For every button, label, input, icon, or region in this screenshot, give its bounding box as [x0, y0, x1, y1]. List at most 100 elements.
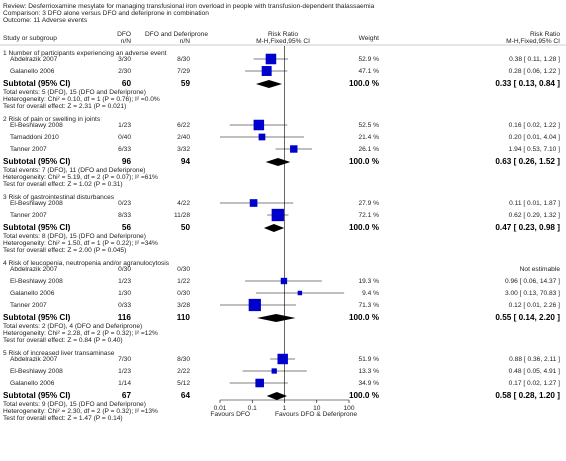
column-header: DFO and Deferiprone: [145, 31, 208, 38]
risk-ratio: 0.28 [ 0.06, 1.22 ]: [509, 68, 560, 75]
weight: 27.9 %: [358, 200, 379, 207]
subtotal-dfo: 96: [122, 157, 132, 166]
study-name: Tanner 2007: [10, 212, 47, 219]
subtotal-label: Subtotal (95% CI): [3, 391, 71, 400]
weight: 71.3 %: [358, 302, 379, 309]
dfp-events: 8/30: [177, 356, 190, 363]
dfo-events: 7/30: [118, 356, 131, 363]
group-title: 3 Risk of gastrointestinal disturbances: [3, 194, 115, 201]
dfp-events: 2/22: [177, 368, 190, 375]
x-tick-label: 0.01: [214, 405, 227, 412]
weight: 13.3 %: [358, 368, 379, 375]
risk-ratio: 0.17 [ 0.02, 1.27 ]: [509, 380, 560, 387]
column-header: DFO: [117, 31, 131, 38]
subtotal-ratio: 0.47 [ 0.23, 0.98 ]: [495, 223, 560, 232]
weight: 9.4 %: [362, 290, 379, 297]
favours-right: Favours DFO & Deferiprone: [275, 411, 357, 418]
x-tick-label: 1: [283, 405, 287, 412]
risk-ratio: 0.20 [ 0.01, 4.04 ]: [509, 134, 560, 141]
subtotal-weight: 100.0 %: [349, 223, 380, 232]
x-tick-label: 10: [313, 405, 321, 412]
weight: 47.1 %: [358, 68, 379, 75]
subtotal-weight: 100.0 %: [349, 391, 380, 400]
study-square: [253, 119, 265, 131]
column-header: M-H,Fixed,95% CI: [256, 38, 310, 45]
subtotal-dfp: 94: [181, 157, 191, 166]
column-header: M-H,Fixed,95% CI: [506, 38, 560, 45]
study-square: [261, 66, 272, 76]
weight: 19.3 %: [358, 278, 379, 285]
dfo-events: 1/30: [118, 290, 131, 297]
risk-ratio: 0.96 [ 0.06, 14.37 ]: [505, 278, 560, 285]
study-name: El-Beshlawy 2008: [10, 278, 63, 285]
study-name: Tamaddoni 2010: [10, 134, 59, 141]
weight: 51.9 %: [358, 356, 379, 363]
dfo-events: 1/14: [118, 380, 131, 387]
dfp-events: 7/29: [177, 68, 190, 75]
subtotal-dfo: 116: [118, 313, 132, 322]
subtotal-label: Subtotal (95% CI): [3, 157, 71, 166]
subtotal-dfp: 64: [181, 391, 191, 400]
study-square: [297, 290, 303, 296]
heterogeneity: Heterogeneity: Chi² = 5.19, df = 2 (P = …: [3, 174, 158, 181]
dfp-events: 3/32: [177, 146, 190, 153]
study-square: [258, 133, 266, 141]
weight: 72.1 %: [358, 212, 379, 219]
subtotal-dfp: 59: [181, 79, 191, 88]
study-square: [271, 208, 284, 222]
group-title: 4 Risk of leucopenia, neutropenia and/or…: [3, 260, 170, 267]
overall-effect: Test for overall effect: Z = 1.47 (P = 0…: [3, 415, 123, 422]
weight: 26.1 %: [358, 146, 379, 153]
study-name: El-Beshlawy 2008: [10, 200, 63, 207]
x-tick-label: 100: [343, 405, 354, 412]
overall-effect: Test for overall effect: Z = 2.31 (P = 0…: [3, 103, 126, 110]
dfo-events: 0/23: [118, 200, 131, 207]
study-square: [255, 378, 264, 388]
subtotal-label: Subtotal (95% CI): [3, 223, 71, 232]
dfo-events: 1/23: [118, 368, 131, 375]
subtotal-ratio: 0.55 [ 0.14, 2.20 ]: [495, 313, 560, 322]
dfp-events: 8/30: [177, 56, 190, 63]
group-title: 5 Risk of increased liver transaminase: [3, 350, 115, 357]
subtotal-label: Subtotal (95% CI): [3, 79, 71, 88]
overall-effect: Test for overall effect: Z = 0.84 (P = 0…: [3, 337, 123, 344]
total-events: Total events: 5 (DFO), 15 (DFO and Defer…: [3, 89, 146, 96]
risk-ratio: Not estimable: [520, 266, 561, 273]
overall-effect: Test for overall effect: Z = 1.02 (P = 0…: [3, 181, 123, 188]
risk-ratio: 1.94 [ 0.53, 7.10 ]: [509, 146, 560, 153]
heterogeneity: Heterogeneity: Chi² = 1.50, df = 1 (P = …: [3, 240, 158, 247]
dfp-events: 5/12: [177, 380, 190, 387]
study-name: Abdelrazik 2007: [10, 356, 58, 363]
weight: 52.5 %: [358, 122, 379, 129]
subtotal-dfo: 60: [122, 79, 132, 88]
heterogeneity: Heterogeneity: Chi² = 0.10, df = 1 (P = …: [3, 96, 160, 103]
comparison: Comparison: 3 DFO alone versus DFO and d…: [3, 10, 209, 17]
study-square: [248, 298, 261, 312]
risk-ratio: 3.00 [ 0.13, 70.83 ]: [505, 290, 560, 297]
dfo-events: 0/30: [118, 266, 131, 273]
dfo-events: 1/23: [118, 122, 131, 129]
study-name: Galanello 2006: [10, 290, 55, 297]
column-header: n/N: [180, 38, 190, 45]
dfo-events: 6/33: [118, 146, 131, 153]
heterogeneity: Heterogeneity: Chi² = 2.30, df = 2 (P = …: [3, 408, 158, 415]
dfp-events: 2/40: [177, 134, 190, 141]
subtotal-dfo: 56: [122, 223, 132, 232]
heterogeneity: Heterogeneity: Chi² = 2.28, df = 2 (P = …: [3, 330, 158, 337]
column-header: Risk Ratio: [268, 31, 298, 38]
dfo-events: 0/33: [118, 302, 131, 309]
column-header: Risk Ratio: [530, 31, 560, 38]
favours-left: Favours DFO: [210, 411, 250, 418]
dfo-events: 8/33: [118, 212, 131, 219]
study-square: [265, 53, 277, 65]
weight: 52.9 %: [358, 56, 379, 63]
study-name: Tanner 2007: [10, 302, 47, 309]
dfp-events: 4/22: [177, 200, 190, 207]
outcome: Outcome: 11 Adverse events: [3, 17, 88, 24]
subtotal-ratio: 0.58 [ 0.28, 1.20 ]: [495, 391, 560, 400]
total-events: Total events: 9 (DFO), 15 (DFO and Defer…: [3, 401, 146, 408]
study-square: [290, 145, 298, 153]
subtotal-diamond: [266, 392, 288, 400]
subtotal-ratio: 0.63 [ 0.26, 1.52 ]: [495, 157, 560, 166]
